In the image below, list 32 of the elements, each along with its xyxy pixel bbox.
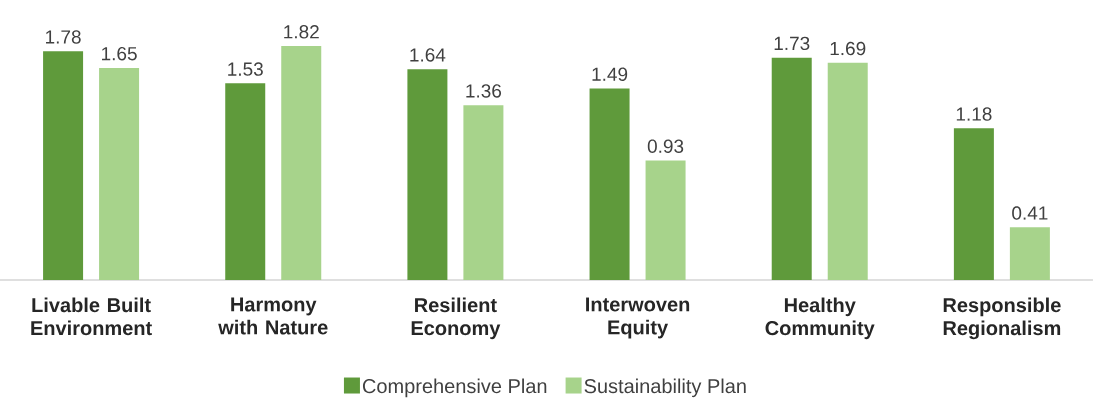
data-label: 1.73 — [774, 36, 810, 51]
data-label: 1.53 — [228, 62, 263, 76]
bar — [645, 160, 686, 280]
data-label: 1.36 — [466, 84, 502, 98]
bar — [1009, 227, 1050, 280]
legend-label: Sustainability Plan — [584, 378, 746, 398]
bar — [589, 88, 630, 280]
data-label: 1.78 — [46, 30, 81, 44]
bar — [99, 67, 140, 280]
x-tick-label: Interwoven Equity — [586, 297, 690, 339]
bar — [43, 51, 84, 280]
data-label: 0.41 — [1012, 206, 1048, 220]
data-label: 1.64 — [410, 48, 446, 62]
x-tick-label: Livable Built Environment — [31, 297, 152, 336]
x-tick-label: Healthy Community — [765, 297, 875, 340]
x-tick-label: Harmony with Nature — [218, 297, 328, 335]
bar — [953, 128, 994, 280]
data-label: 1.69 — [830, 41, 866, 56]
data-label: 0.93 — [647, 139, 684, 153]
legend-label: Comprehensive Plan — [362, 378, 547, 398]
x-tick-label: Resilient Economy — [411, 297, 501, 340]
bar — [281, 46, 322, 280]
bar — [771, 57, 812, 280]
bar — [827, 62, 868, 280]
data-label: 1.49 — [592, 67, 628, 81]
bar — [407, 69, 448, 280]
data-label: 1.82 — [284, 25, 319, 39]
bar — [463, 105, 504, 280]
data-label: 1.65 — [102, 46, 137, 61]
data-label: 1.18 — [956, 107, 992, 121]
x-tick-label: Responsible Regionalism — [943, 297, 1061, 340]
bar — [225, 83, 266, 280]
